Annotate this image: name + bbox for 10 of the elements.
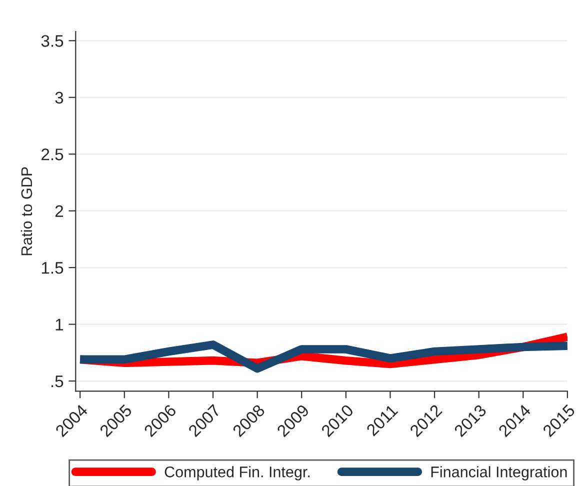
legend-label: Computed Fin. Integr. xyxy=(164,466,310,480)
y-axis-title: Ratio to GDP xyxy=(20,167,32,256)
y-tick-label: .5 xyxy=(51,376,64,388)
y-tick-label: 3.5 xyxy=(41,35,64,47)
y-tick-label: 3 xyxy=(55,92,64,104)
y-tick-label: 2 xyxy=(55,205,64,217)
y-tick-label: 2.5 xyxy=(42,148,64,160)
y-tick-label: 1 xyxy=(56,318,64,330)
y-tick-label: 1.5 xyxy=(42,262,64,274)
legend-label: Financial Integration xyxy=(431,466,567,480)
